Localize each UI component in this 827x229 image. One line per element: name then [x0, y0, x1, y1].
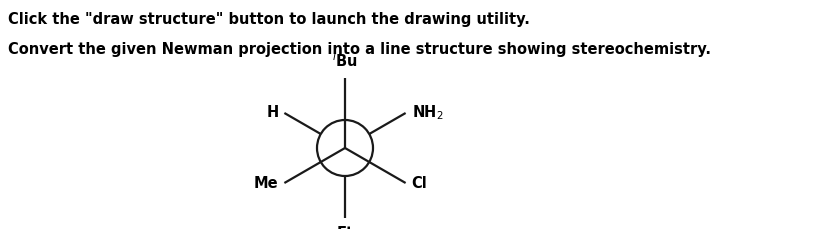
- Text: $^i$Bu: $^i$Bu: [332, 51, 357, 70]
- Text: Et: Et: [336, 226, 353, 229]
- Text: Convert the given Newman projection into a line structure showing stereochemistr: Convert the given Newman projection into…: [8, 42, 710, 57]
- Text: H: H: [265, 106, 278, 120]
- Text: NH$_2$: NH$_2$: [411, 104, 442, 122]
- Text: Click the "draw structure" button to launch the drawing utility.: Click the "draw structure" button to lau…: [8, 12, 529, 27]
- Text: Cl: Cl: [411, 175, 427, 191]
- Text: Me: Me: [253, 175, 278, 191]
